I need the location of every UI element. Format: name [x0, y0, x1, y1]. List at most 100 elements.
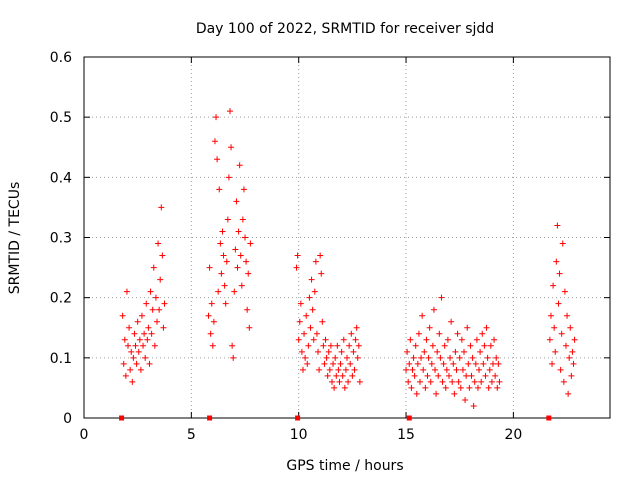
data-point: [559, 240, 566, 247]
data-point: [435, 372, 442, 379]
data-point: [326, 366, 333, 373]
data-point: [356, 378, 363, 385]
data-point: [347, 360, 354, 367]
data-point: [444, 336, 451, 343]
data-point: [456, 354, 463, 361]
data-point: [432, 366, 439, 373]
data-point: [485, 384, 492, 391]
data-point: [355, 342, 362, 349]
data-point: [331, 384, 338, 391]
data-point: [549, 360, 556, 367]
data-point: [562, 342, 569, 349]
data-point: [337, 360, 344, 367]
data-point: [405, 378, 412, 385]
data-point: [323, 354, 330, 361]
data-point: [451, 390, 458, 397]
data-point: [344, 354, 350, 361]
data-point: [478, 378, 485, 385]
data-point: [440, 360, 447, 367]
data-point: [293, 264, 300, 271]
data-point: [546, 336, 553, 343]
data-point: [214, 156, 221, 163]
data-point: [410, 354, 417, 361]
data-point: [450, 360, 457, 367]
data-point: [409, 366, 416, 373]
data-point: [149, 306, 156, 313]
data-point: [206, 264, 213, 271]
x-tick-label: 20: [504, 427, 522, 443]
data-point: [561, 288, 568, 295]
data-point: [429, 342, 436, 349]
data-point: [412, 342, 419, 349]
data-point: [352, 336, 359, 343]
data-point: [133, 360, 140, 367]
data-point: [120, 360, 127, 367]
data-point: [237, 252, 244, 259]
data-point: [459, 366, 466, 373]
data-point: [144, 336, 151, 343]
data-points: [119, 108, 578, 421]
data-point: [425, 354, 432, 361]
data-point: [327, 342, 334, 349]
data-point: [207, 330, 214, 337]
data-point: [137, 366, 144, 373]
baseline-marker: [207, 415, 213, 421]
data-point: [215, 288, 222, 295]
data-point: [407, 336, 414, 343]
data-point: [230, 354, 237, 361]
data-point: [319, 318, 326, 325]
data-point: [296, 318, 303, 325]
data-point: [464, 324, 471, 331]
data-point: [225, 174, 232, 181]
data-point: [131, 330, 138, 337]
data-point: [152, 294, 159, 301]
data-point: [571, 336, 578, 343]
data-point: [294, 252, 301, 259]
data-point: [439, 378, 446, 385]
data-point: [462, 396, 469, 403]
data-point: [349, 372, 356, 379]
data-point: [483, 324, 490, 331]
axis-ticks: 0 0.1 0.2 0.3 0.4 0.5 0.6 0 5 10 15 20: [50, 50, 610, 443]
data-point: [311, 288, 318, 295]
baseline-marker: [295, 415, 301, 421]
data-point: [301, 330, 308, 337]
x-tick-label: 0: [80, 427, 89, 443]
data-point: [553, 258, 560, 265]
data-point: [558, 330, 565, 337]
data-point: [452, 348, 459, 355]
data-point: [318, 270, 325, 277]
data-point: [447, 354, 454, 361]
y-tick-label: 0.2: [50, 291, 72, 307]
data-point: [134, 318, 141, 325]
data-point: [324, 372, 331, 379]
data-point: [150, 264, 157, 271]
data-point: [434, 348, 441, 355]
data-point: [217, 240, 224, 247]
data-point: [436, 330, 443, 337]
baseline-marker: [119, 415, 125, 421]
data-point: [298, 348, 305, 355]
data-point: [547, 312, 554, 319]
data-point: [304, 360, 311, 367]
data-point: [479, 330, 486, 337]
y-axis-label: SRMTID / TECUs: [7, 182, 23, 295]
data-point: [297, 300, 304, 307]
data-point: [306, 294, 313, 301]
data-point: [151, 342, 158, 349]
data-point: [159, 252, 166, 259]
data-point: [416, 378, 423, 385]
data-point: [155, 240, 162, 247]
data-point: [453, 366, 460, 373]
data-point: [220, 252, 227, 259]
data-point: [406, 360, 413, 367]
data-point: [472, 360, 479, 367]
data-point: [426, 324, 433, 331]
data-point: [428, 360, 435, 367]
data-point: [224, 216, 231, 223]
data-point: [403, 366, 410, 373]
data-point: [445, 372, 452, 379]
data-point: [419, 312, 426, 319]
data-point: [321, 360, 328, 367]
